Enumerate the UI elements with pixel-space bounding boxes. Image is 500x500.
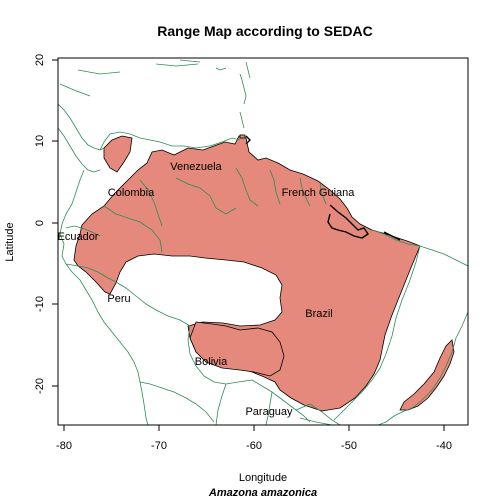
y-tick-labels: 20 10 0 -10 -20 xyxy=(34,54,46,394)
y-tick-label: 0 xyxy=(34,220,46,226)
range-main xyxy=(73,135,421,412)
coastline-detail xyxy=(245,135,401,241)
y-axis-label: Latitude xyxy=(4,222,16,261)
country-label-colombia: Colombia xyxy=(108,187,155,199)
x-tick-label: -40 xyxy=(436,440,452,452)
x-tick-label: -80 xyxy=(56,440,72,452)
x-axis xyxy=(63,425,445,431)
country-label-peru: Peru xyxy=(107,293,130,305)
map-layers xyxy=(58,59,468,425)
country-label-french-guiana: French Guiana xyxy=(282,187,356,199)
country-label-ecuador: Ecuador xyxy=(58,231,99,243)
range-coastal-patch xyxy=(103,135,133,173)
country-borders xyxy=(58,59,468,425)
country-label-bolivia: Bolivia xyxy=(195,356,228,368)
x-tick-label: -50 xyxy=(341,440,357,452)
country-label-paraguay: Paraguay xyxy=(245,406,293,418)
y-tick-label: 10 xyxy=(34,135,46,147)
country-label-venezuela: Venezuela xyxy=(170,161,222,173)
x-tick-labels: -80 -70 -60 -50 -40 xyxy=(56,440,452,452)
range-bolivia-patch xyxy=(189,321,285,377)
y-axis xyxy=(52,59,58,387)
range-island-trinidad xyxy=(239,134,246,139)
x-tick-label: -70 xyxy=(151,440,167,452)
plot-frame xyxy=(57,57,469,426)
x-tick-label: -60 xyxy=(246,440,262,452)
species-name: Amazona amazonica xyxy=(208,487,317,499)
map-title: Range Map according to SEDAC xyxy=(157,23,372,39)
y-tick-label: 20 xyxy=(34,54,46,66)
species-range xyxy=(73,134,455,412)
country-labels: Venezuela Colombia French Guiana Ecuador… xyxy=(58,161,356,418)
range-southeast-strip xyxy=(399,339,455,411)
y-tick-label: -10 xyxy=(34,296,46,312)
x-axis-label: Longitude xyxy=(239,472,287,484)
y-tick-label: -20 xyxy=(34,378,46,394)
country-label-brazil: Brazil xyxy=(305,308,333,320)
